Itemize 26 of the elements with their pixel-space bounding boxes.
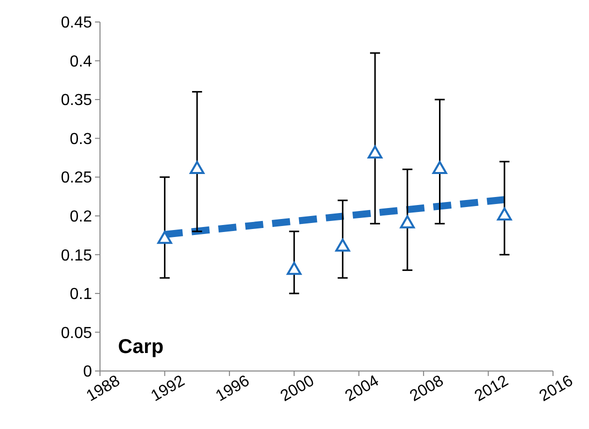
annotation: Carp xyxy=(118,336,164,358)
y-tick-label: 0.1 xyxy=(70,286,92,304)
y-tick-label: 0.4 xyxy=(70,53,92,70)
y-tick-label: 0.05 xyxy=(60,324,92,342)
x-tick-label: 2000 xyxy=(278,372,318,406)
x-tick-label: 2016 xyxy=(536,372,576,406)
y-tick-label: 0 xyxy=(83,364,92,381)
y-tick-label: 0.35 xyxy=(60,92,92,110)
y-tick-label: 0.25 xyxy=(60,170,92,187)
x-tick-label: 1996 xyxy=(213,372,253,406)
x-tick-label: 1992 xyxy=(148,372,188,406)
point xyxy=(497,208,512,221)
point xyxy=(190,161,204,174)
y-tick-label: 0.2 xyxy=(70,208,92,226)
point xyxy=(400,215,415,228)
x-tick-label: 2012 xyxy=(472,372,512,406)
point xyxy=(157,230,172,244)
point xyxy=(432,161,448,174)
y-tick-label: 0.15 xyxy=(60,247,92,264)
y-tick-label: 0.3 xyxy=(70,130,92,148)
point xyxy=(335,238,350,252)
y-tick-label: 0.45 xyxy=(60,14,92,32)
x-tick-label: 2004 xyxy=(342,372,382,406)
point xyxy=(286,262,302,275)
x-tick-label: 2008 xyxy=(407,372,447,406)
point xyxy=(368,146,382,159)
